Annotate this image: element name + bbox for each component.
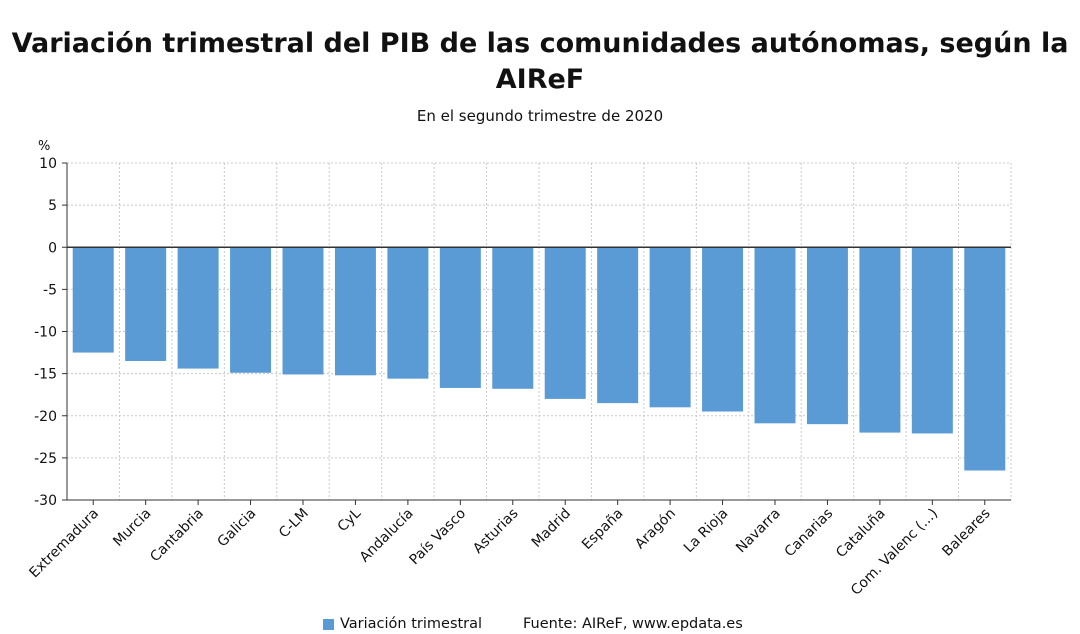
bar [334, 247, 376, 376]
bar [806, 247, 848, 425]
x-tick-label: País Vasco [406, 506, 469, 569]
bar [544, 247, 586, 399]
bar [597, 247, 639, 404]
bar [439, 247, 481, 388]
y-tick-label: -20 [34, 409, 57, 425]
bar [754, 247, 796, 424]
y-tick-label: -5 [43, 282, 57, 298]
x-tick-label: CyL [335, 505, 365, 535]
x-tick-label: Com. Valenc (...) [848, 506, 941, 599]
bar [177, 247, 219, 369]
x-tick-label: Madrid [529, 506, 574, 551]
bar [911, 247, 953, 434]
x-tick-label: Canarias [782, 506, 837, 561]
bar [964, 247, 1006, 471]
y-tick-label: -25 [34, 451, 57, 467]
legend-swatch [323, 618, 334, 630]
bar [125, 247, 167, 361]
x-tick-label: Galicia [215, 506, 260, 551]
x-tick-label: Murcia [110, 506, 154, 550]
bar [72, 247, 114, 353]
chart-subtitle: En el segundo trimestre de 2020 [416, 107, 664, 125]
bar [282, 247, 324, 375]
y-tick-label: 0 [48, 240, 57, 256]
y-tick-label: -30 [34, 493, 57, 509]
bar [387, 247, 429, 379]
bar [230, 247, 272, 373]
x-tick-label: Cantabria [147, 506, 207, 566]
chart-title: Variación trimestral del PIB de las comu… [11, 28, 1069, 95]
x-tick-label: Baleares [939, 506, 993, 560]
x-tick-label: Navarra [733, 506, 784, 557]
y-tick-label: 10 [39, 156, 57, 172]
y-tick-label: 5 [48, 198, 57, 214]
x-tick-label: La Rioja [681, 506, 732, 557]
bar [649, 247, 691, 408]
y-tick-label: -15 [34, 367, 57, 383]
x-tick-label: Extremadura [26, 506, 102, 582]
x-tick-label: Asturias [470, 506, 521, 557]
x-tick-label: Cataluña [833, 506, 889, 562]
x-tick-label: Aragón [632, 506, 679, 553]
bar [859, 247, 901, 433]
source-note: Fuente: AIReF, www.epdata.es [523, 616, 743, 632]
x-tick-label: C-LM [276, 506, 312, 542]
x-tick-label: España [579, 506, 626, 553]
legend: Variación trimestral [323, 616, 482, 632]
legend-label: Variación trimestral [340, 616, 483, 632]
y-tick-label: -10 [34, 325, 57, 341]
bar [702, 247, 744, 412]
bar [492, 247, 534, 389]
y-axis-label: % [38, 139, 50, 154]
